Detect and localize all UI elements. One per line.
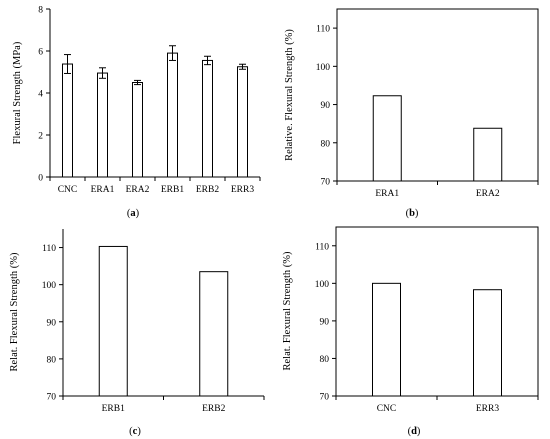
y-tick-label: 100 xyxy=(316,63,331,73)
x-tick-label: ERA2 xyxy=(476,189,500,199)
panel-a: 0 2 4 6 8 CNC ERA1 ERA2 ERB1 ERB2 ERR3 Flexural Str… xyxy=(12,6,261,219)
y-tick-label: 6 xyxy=(38,48,43,58)
y-tick-label: 110 xyxy=(316,25,330,35)
y-tick-label: 100 xyxy=(315,280,330,290)
x-tick-label: ERA1 xyxy=(91,185,115,195)
bar-err3 xyxy=(237,66,248,178)
bar-erb1 xyxy=(98,245,128,397)
y-tick-label: 90 xyxy=(321,101,331,111)
plot-frame xyxy=(335,226,539,397)
y-tick-label: 4 xyxy=(38,90,43,100)
y-tick-label: 110 xyxy=(42,244,56,254)
bar-era1 xyxy=(372,95,402,182)
bar-cnc xyxy=(372,282,401,397)
y-tick-label: 90 xyxy=(47,318,57,328)
panel-b: 70 80 90 100 110 ERA1 ERA2 Relative. Flexural S… xyxy=(284,8,539,219)
x-tick-label: ERA2 xyxy=(126,185,150,195)
bar-cnc xyxy=(62,63,73,178)
x-tick-label: CNC xyxy=(58,185,78,195)
x-tick-label: ERB2 xyxy=(196,185,219,195)
bar-erb2 xyxy=(199,271,229,397)
y-tick-label: 80 xyxy=(320,355,330,365)
y-tick-label: 80 xyxy=(47,355,57,365)
y-tick-label: 80 xyxy=(321,139,331,149)
x-tick-label: ERB1 xyxy=(102,404,125,414)
bar-erb1 xyxy=(167,52,178,178)
panel-label: (b) xyxy=(406,208,419,219)
y-tick-label: 90 xyxy=(320,317,330,327)
y-tick-label: 0 xyxy=(38,174,43,184)
bar-era2 xyxy=(132,82,143,178)
panel-label: (a) xyxy=(127,208,140,219)
x-tick-label: ERA1 xyxy=(375,189,399,199)
x-tick-label: ERR3 xyxy=(231,185,254,195)
panel-label: (d) xyxy=(408,426,421,437)
x-tick-label: ERB2 xyxy=(202,404,225,414)
bar-era1 xyxy=(97,72,108,178)
x-tick-label: ERB1 xyxy=(161,185,184,195)
bar-erb2 xyxy=(202,59,213,178)
y-tick-label: 110 xyxy=(315,242,329,252)
y-tick-label: 70 xyxy=(321,178,331,188)
x-tick-label: ERR3 xyxy=(476,404,499,414)
y-tick-label: 2 xyxy=(38,132,43,142)
y-tick-label: 8 xyxy=(38,6,43,16)
panel-d: 70 80 90 100 110 CNC ERR3 Relat. Flexural Stren… xyxy=(282,226,539,437)
bar-err3 xyxy=(473,289,502,397)
y-tick-label: 70 xyxy=(47,393,57,403)
plot-frame xyxy=(336,8,539,182)
y-axis-label: Relative. Flexural Strength (%) xyxy=(284,29,295,161)
y-tick-label: 70 xyxy=(320,393,330,403)
panel-label: (c) xyxy=(129,426,141,437)
y-axis-label: Relat. Flexural Strength (%) xyxy=(9,252,20,371)
y-axis-label: Relat. Flexural Strength (%) xyxy=(282,251,293,370)
y-tick-label: 100 xyxy=(42,281,57,291)
y-axis-label: Flexural Strength (MPa) xyxy=(12,41,23,144)
bar-era2 xyxy=(473,127,503,182)
panel-c: 70 80 90 100 110 ERB1 ERB2 Relat. Flexural Stre… xyxy=(9,229,265,437)
x-tick-label: CNC xyxy=(377,404,397,414)
